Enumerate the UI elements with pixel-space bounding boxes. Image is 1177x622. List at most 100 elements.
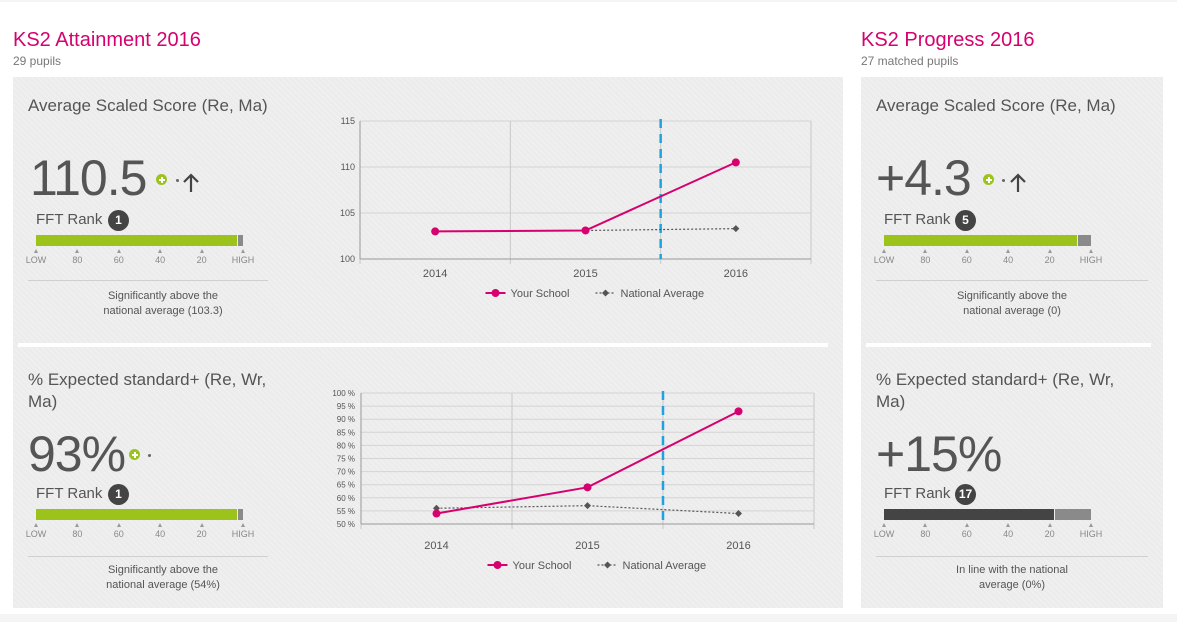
tick-marker-icon <box>116 523 121 527</box>
tick-label: 20 <box>196 529 207 539</box>
rank-scale-tick: 20 <box>1035 523 1065 539</box>
rank-label: FFT Rank <box>884 211 951 228</box>
rank-scale: LOW 80 60 40 20 HIGH <box>874 523 1102 543</box>
caption-line: average (0%) <box>978 579 1046 591</box>
rank-badge: 17 <box>955 484 976 505</box>
tick-marker-icon <box>158 249 163 253</box>
rank-bar-remainder <box>238 509 243 520</box>
tick-label: HIGH <box>231 255 255 265</box>
tick-label: HIGH <box>231 529 255 539</box>
rank-scale-tick: 60 <box>104 249 134 265</box>
tick-marker-icon <box>158 523 163 527</box>
rank-scale-tick: 20 <box>187 249 217 265</box>
attainment-section-title: KS2 Attainment 2016 <box>13 29 201 51</box>
tick-label: LOW <box>873 255 895 265</box>
rank-scale-tick: LOW <box>21 249 51 265</box>
rank-badge: 1 <box>108 210 129 231</box>
tick-marker-icon <box>75 523 80 527</box>
caption-line: Significantly above the <box>956 290 1068 302</box>
rank-scale-tick: HIGH <box>228 249 258 265</box>
progress-pupil-count: 27 matched pupils <box>861 54 959 68</box>
rank-bar-remainder <box>238 235 243 246</box>
legend-label-national-average: National Average <box>621 288 705 300</box>
x-tick-label: 2014 <box>423 268 447 280</box>
rank-bar-fill <box>884 235 1077 246</box>
y-tick-label: 100 <box>340 254 355 264</box>
rank-scale-tick: HIGH <box>228 523 258 539</box>
metric-title: % Expected standard+ (Re, Wr, Ma) <box>876 370 1115 411</box>
tick-marker-icon <box>1089 523 1093 527</box>
y-tick-label: 100 % <box>332 389 355 398</box>
your-school-point <box>734 407 743 416</box>
tile-divider <box>18 343 828 347</box>
y-tick-label: 75 % <box>337 455 355 464</box>
divider-line <box>28 556 268 557</box>
x-tick-label: 2015 <box>573 268 597 280</box>
national-average-point <box>732 225 740 233</box>
y-tick-label: 60 % <box>337 494 355 503</box>
tick-marker-icon <box>1006 523 1011 527</box>
metric-title: Average Scaled Score (Re, Ma) <box>28 96 268 115</box>
tick-marker-icon <box>1047 523 1052 527</box>
your-school-line <box>435 161 737 233</box>
rank-scale-tick: LOW <box>21 523 51 539</box>
y-tick-label: 85 % <box>337 428 355 437</box>
tick-marker-icon <box>199 523 204 527</box>
rank-scale-tick: 60 <box>952 523 982 539</box>
rank-scale-tick: 20 <box>1035 249 1065 265</box>
small-dot-icon <box>1002 179 1005 182</box>
tick-label: LOW <box>873 529 895 539</box>
significance-caption: In line with the national average (0%) <box>876 563 1148 593</box>
caption-line: Significantly above the <box>107 564 219 576</box>
tick-label: HIGH <box>1079 255 1103 265</box>
rank-scale-tick: 80 <box>910 523 940 539</box>
tick-marker-icon <box>241 523 245 527</box>
tick-marker-icon <box>1006 249 1011 253</box>
significance-caption: Significantly above the national average… <box>876 289 1148 319</box>
metric-value: +15% <box>876 426 1002 482</box>
rank-scale-tick: LOW <box>869 523 899 539</box>
rank-scale-tick: 20 <box>187 523 217 539</box>
caption-line: national average (54%) <box>106 579 220 591</box>
tick-marker-icon <box>75 249 80 253</box>
rank-scale-tick: 60 <box>104 523 134 539</box>
tick-label: LOW <box>25 529 47 539</box>
tick-label: 40 <box>1003 529 1014 539</box>
rank-badge: 1 <box>108 484 129 505</box>
your-school-point <box>581 226 590 235</box>
y-tick-label: 80 % <box>337 441 355 450</box>
tick-marker-icon <box>34 523 38 527</box>
significance-caption: Significantly above the national average… <box>28 289 298 319</box>
your-school-point <box>431 227 440 236</box>
divider-line <box>876 280 1148 281</box>
tick-marker-icon <box>1047 249 1052 253</box>
attainment-expected-tile: % Expected standard+ (Re, Wr, Ma) 93% FF… <box>13 349 843 608</box>
tick-marker-icon <box>34 249 38 253</box>
y-tick-label: 90 % <box>337 415 355 424</box>
tick-label: HIGH <box>1079 529 1103 539</box>
rank-bar <box>884 509 1091 520</box>
tick-label: 20 <box>1044 529 1055 539</box>
rank-bar-remainder <box>1078 235 1091 246</box>
tick-label: 20 <box>196 255 207 265</box>
y-tick-label: 65 % <box>337 481 355 490</box>
legend-label-national-average: National Average <box>623 560 707 572</box>
rank-bar-fill <box>36 235 237 246</box>
attainment-score-chart: 100 105 110 115 2014 2015 2016 Your School Natio… <box>303 115 833 345</box>
rank-scale-tick: HIGH <box>1076 249 1106 265</box>
arrow-up-icon <box>1010 173 1026 192</box>
rank-label: FFT Rank <box>884 485 951 502</box>
metric-title: Average Scaled Score (Re, Ma) <box>876 96 1116 115</box>
rank-label: FFT Rank <box>36 211 103 228</box>
tick-marker-icon <box>964 523 969 527</box>
rank-bar <box>884 235 1091 246</box>
rank-scale-tick: 60 <box>952 249 982 265</box>
tick-marker-icon <box>882 523 886 527</box>
rank-scale-tick: 80 <box>910 249 940 265</box>
rank-badge: 5 <box>955 210 976 231</box>
tick-label: 40 <box>1003 255 1014 265</box>
metric-title: % Expected standard+ (Re, Wr, Ma) <box>28 370 267 411</box>
y-tick-label: 115 <box>341 116 355 126</box>
tick-marker-icon <box>1089 249 1093 253</box>
